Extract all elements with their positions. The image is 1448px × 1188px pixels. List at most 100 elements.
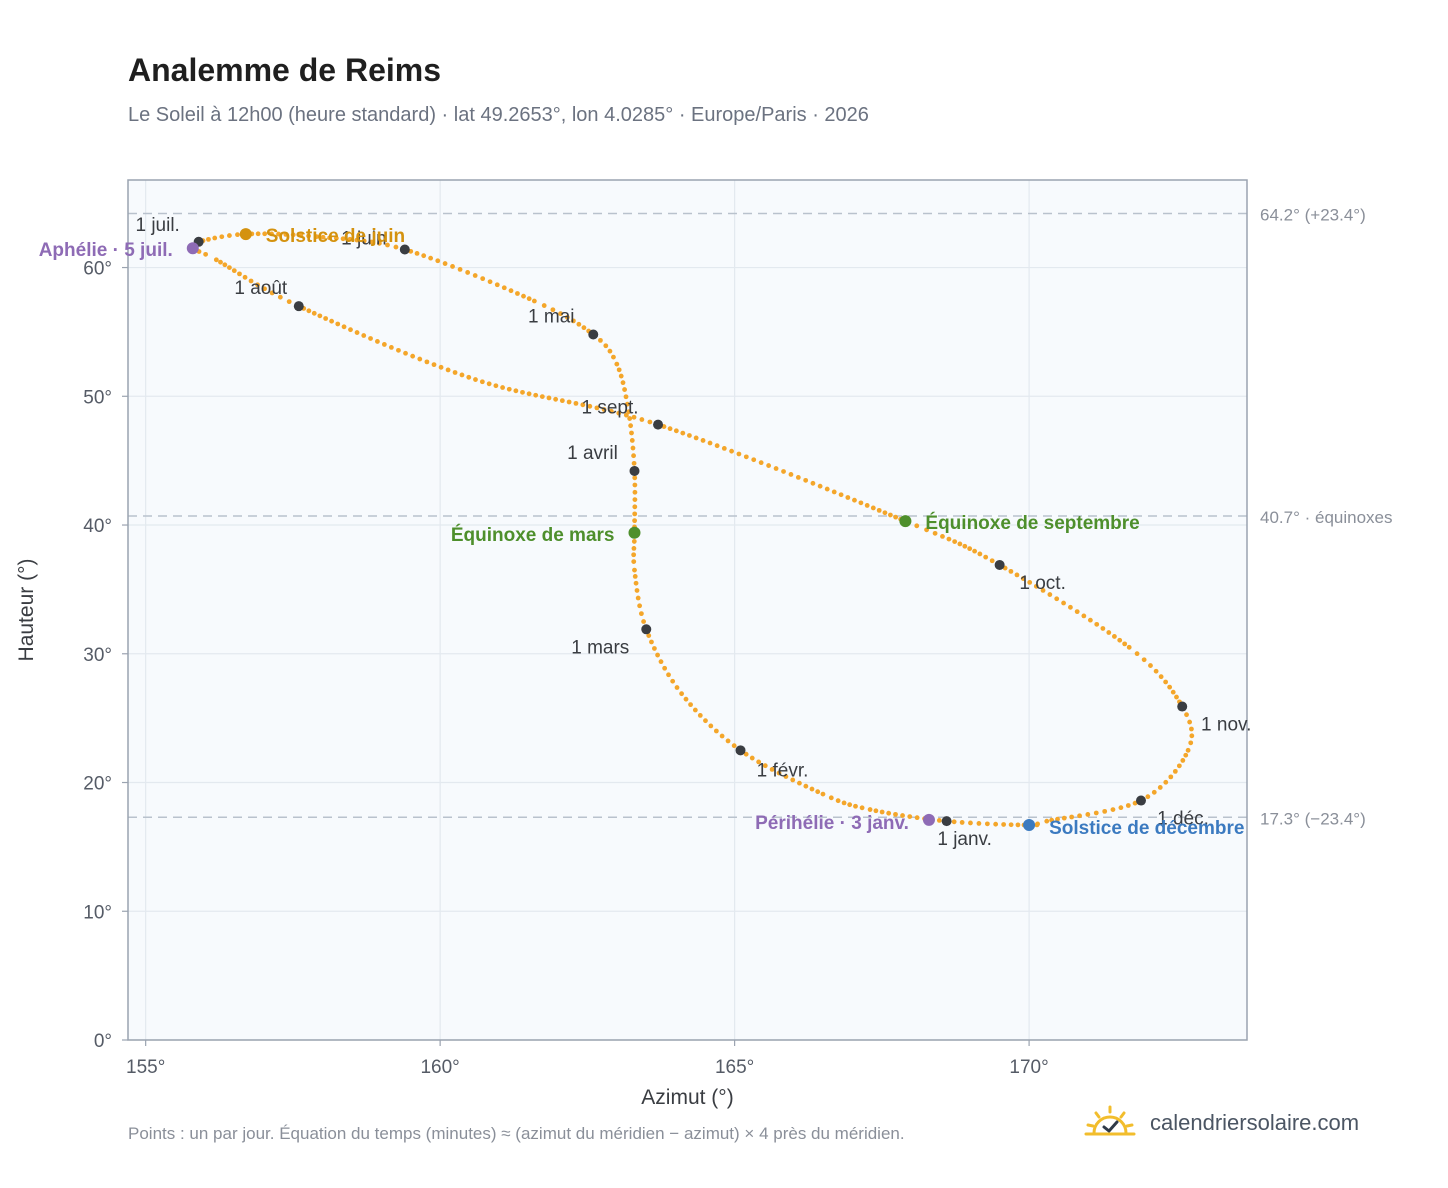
day-point <box>1183 752 1189 758</box>
day-point <box>614 361 620 367</box>
day-point <box>835 798 841 804</box>
day-point <box>936 817 942 823</box>
day-point <box>472 273 478 278</box>
day-point <box>989 558 995 564</box>
day-point <box>1015 822 1021 828</box>
day-point <box>222 262 228 268</box>
day-point <box>457 267 463 272</box>
day-point <box>1176 763 1182 769</box>
day-point <box>810 480 816 486</box>
day-point <box>368 336 373 341</box>
day-point <box>795 475 801 480</box>
axis-ticks: 155° 160° 165° 170° 0° 10° 20° 30° 40° 50° 60° <box>83 259 1048 1078</box>
day-point <box>1126 644 1132 650</box>
day-point <box>631 552 637 558</box>
day-point <box>907 814 913 820</box>
day-point <box>743 751 749 757</box>
day-point <box>924 527 929 533</box>
month-marker <box>588 329 599 340</box>
day-point <box>667 426 673 432</box>
day-point <box>797 780 802 786</box>
day-point <box>573 400 579 406</box>
day-point <box>803 783 809 789</box>
day-point <box>1001 822 1007 827</box>
day-point <box>627 416 633 421</box>
chart-title: Analemme de Reims <box>128 52 442 88</box>
brand-text[interactable]: calendriersolaire.com <box>1150 1110 1360 1135</box>
day-point <box>317 313 323 319</box>
day-point <box>853 803 858 809</box>
day-point <box>624 401 630 407</box>
day-point <box>646 633 652 638</box>
day-point <box>952 539 958 544</box>
day-point <box>361 333 367 338</box>
day-point <box>212 235 218 241</box>
footnote: Points : un par jour. Équation du temps … <box>128 1124 905 1143</box>
day-point <box>388 344 394 350</box>
day-point <box>632 475 638 481</box>
day-point <box>306 308 312 314</box>
day-point <box>501 285 507 291</box>
day-point <box>526 391 532 397</box>
day-point <box>831 489 837 495</box>
day-point <box>459 372 465 378</box>
day-point <box>688 702 693 708</box>
month-marker <box>293 301 304 312</box>
day-point <box>598 337 603 343</box>
day-point <box>601 407 607 412</box>
day-point <box>438 364 444 370</box>
day-point <box>452 370 458 375</box>
day-point <box>719 733 725 739</box>
day-point <box>674 685 680 690</box>
day-point <box>623 394 629 400</box>
day-point <box>758 460 764 466</box>
day-point <box>327 235 333 241</box>
month-label: 1 déc. <box>1157 809 1209 830</box>
day-point <box>1148 663 1153 668</box>
day-point <box>1061 600 1066 606</box>
month-marker <box>399 244 410 255</box>
day-point <box>466 374 472 380</box>
plot-frame <box>127 179 1248 1041</box>
day-point <box>385 242 390 248</box>
day-point <box>421 253 427 259</box>
day-point <box>725 738 731 744</box>
day-point <box>708 723 714 729</box>
day-point <box>541 303 547 308</box>
month-label: 1 sept. <box>582 398 639 419</box>
day-point <box>1145 794 1151 800</box>
day-point <box>1055 816 1060 822</box>
day-point <box>500 385 505 390</box>
day-point <box>1187 719 1193 725</box>
day-point <box>673 428 679 434</box>
day-point <box>967 546 973 552</box>
day-point <box>879 809 885 815</box>
day-point <box>815 789 821 795</box>
day-point <box>888 512 893 518</box>
day-point <box>1134 651 1140 657</box>
day-point <box>639 417 645 422</box>
day-point <box>203 251 209 257</box>
day-point <box>1180 758 1186 763</box>
day-point <box>616 367 622 373</box>
day-point <box>743 454 749 460</box>
month-label: 1 nov. <box>1201 715 1251 736</box>
day-point <box>361 238 367 244</box>
day-point <box>703 718 708 724</box>
brand[interactable]: calendriersolaire.com <box>1082 1098 1359 1148</box>
event-marker <box>628 526 641 539</box>
month-marker <box>641 624 652 635</box>
day-point <box>487 279 493 285</box>
x-tick-label: 165° <box>715 1057 754 1078</box>
day-point <box>341 324 347 330</box>
day-point <box>566 399 572 405</box>
x-axis-label: Azimut (°) <box>641 1086 733 1109</box>
day-point <box>1112 634 1117 639</box>
day-point <box>632 518 638 524</box>
day-point <box>666 672 671 678</box>
day-point <box>873 808 879 814</box>
event-label: Équinoxe de mars <box>451 524 615 546</box>
day-point <box>494 282 500 288</box>
day-point <box>1068 604 1073 610</box>
